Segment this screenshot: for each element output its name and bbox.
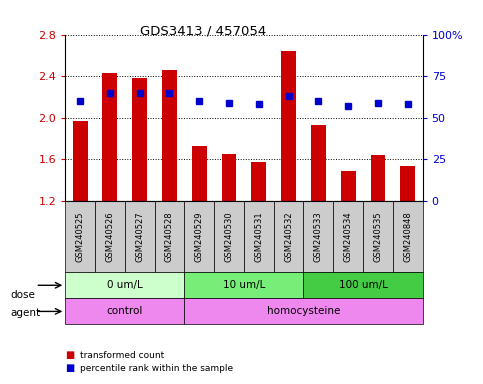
Text: ■: ■ [65,350,74,360]
Bar [192,146,207,201]
Bar [393,201,423,272]
Bar [102,73,117,201]
Text: GSM240528: GSM240528 [165,212,174,262]
Text: GSM240529: GSM240529 [195,212,204,262]
Text: GSM240848: GSM240848 [403,212,412,262]
Text: GSM240535: GSM240535 [373,212,383,262]
Bar [341,171,355,201]
Text: GSM240533: GSM240533 [314,212,323,262]
Bar [155,201,185,272]
Bar [185,298,423,324]
Bar [185,272,303,298]
Text: GSM240527: GSM240527 [135,212,144,262]
Text: GSM240525: GSM240525 [76,212,85,262]
Text: GSM240534: GSM240534 [344,212,353,262]
Bar [95,201,125,272]
Bar [214,201,244,272]
Bar [125,201,155,272]
Text: ■: ■ [65,363,74,373]
Bar [251,162,266,201]
Bar [162,70,177,201]
Text: GSM240532: GSM240532 [284,212,293,262]
Bar [132,78,147,201]
Text: percentile rank within the sample: percentile rank within the sample [80,364,233,373]
Bar [303,272,423,298]
Bar [311,125,326,201]
Text: 100 um/L: 100 um/L [339,280,387,290]
Bar [65,298,185,324]
Text: dose: dose [11,290,36,300]
Bar [363,201,393,272]
Bar [185,201,214,272]
Text: GSM240526: GSM240526 [105,212,114,262]
Bar [274,201,303,272]
Text: 0 um/L: 0 um/L [107,280,142,290]
Bar [222,154,237,201]
Bar [333,201,363,272]
Bar [281,51,296,201]
Bar [303,201,333,272]
Bar [65,272,185,298]
Text: control: control [107,306,143,316]
Text: 10 um/L: 10 um/L [223,280,265,290]
Text: GSM240531: GSM240531 [255,212,263,262]
Bar [65,201,95,272]
Text: GDS3413 / 457054: GDS3413 / 457054 [140,25,266,38]
Bar [72,121,87,201]
Bar [244,201,274,272]
Bar [370,155,385,201]
Text: GSM240530: GSM240530 [225,212,233,262]
Text: homocysteine: homocysteine [267,306,340,316]
Text: transformed count: transformed count [80,351,164,360]
Text: agent: agent [11,308,41,318]
Bar [400,166,415,201]
